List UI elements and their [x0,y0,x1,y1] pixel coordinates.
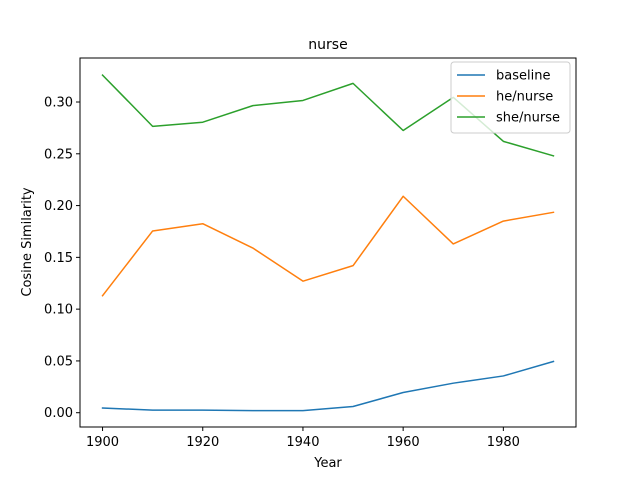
x-tick-label: 1900 [86,435,119,450]
x-axis: 1900 1920 1940 1960 1980 [86,427,520,450]
legend-label-2: she/nurse [496,111,560,126]
series-line-0 [101,360,555,412]
chart-title: nurse [308,37,347,53]
y-axis-label: Cosine Similarity [20,187,35,297]
y-tick-label: 0.00 [44,406,73,421]
x-tick-label: 1940 [286,435,319,450]
legend-label-0: baseline [496,69,550,84]
y-tick-label: 0.20 [44,199,73,214]
series-line-1 [101,195,555,297]
x-axis-label: Year [313,456,342,471]
y-tick-label: 0.30 [44,96,73,111]
y-tick-label: 0.15 [44,251,73,266]
y-tick-label: 0.25 [44,147,73,162]
plot-frame [79,57,577,428]
y-tick-label: 0.05 [44,354,73,369]
legend-frame [450,61,571,134]
y-tick-label: 0.10 [44,303,73,318]
x-tick-label: 1980 [487,435,520,450]
legend: baseline he/nurse she/nurse [450,61,571,134]
x-tick-label: 1960 [387,435,420,450]
y-axis: 0.00 0.05 0.10 0.15 0.20 0.25 0.30 [44,96,80,421]
x-tick-label: 1920 [186,435,219,450]
legend-label-1: he/nurse [496,90,553,105]
